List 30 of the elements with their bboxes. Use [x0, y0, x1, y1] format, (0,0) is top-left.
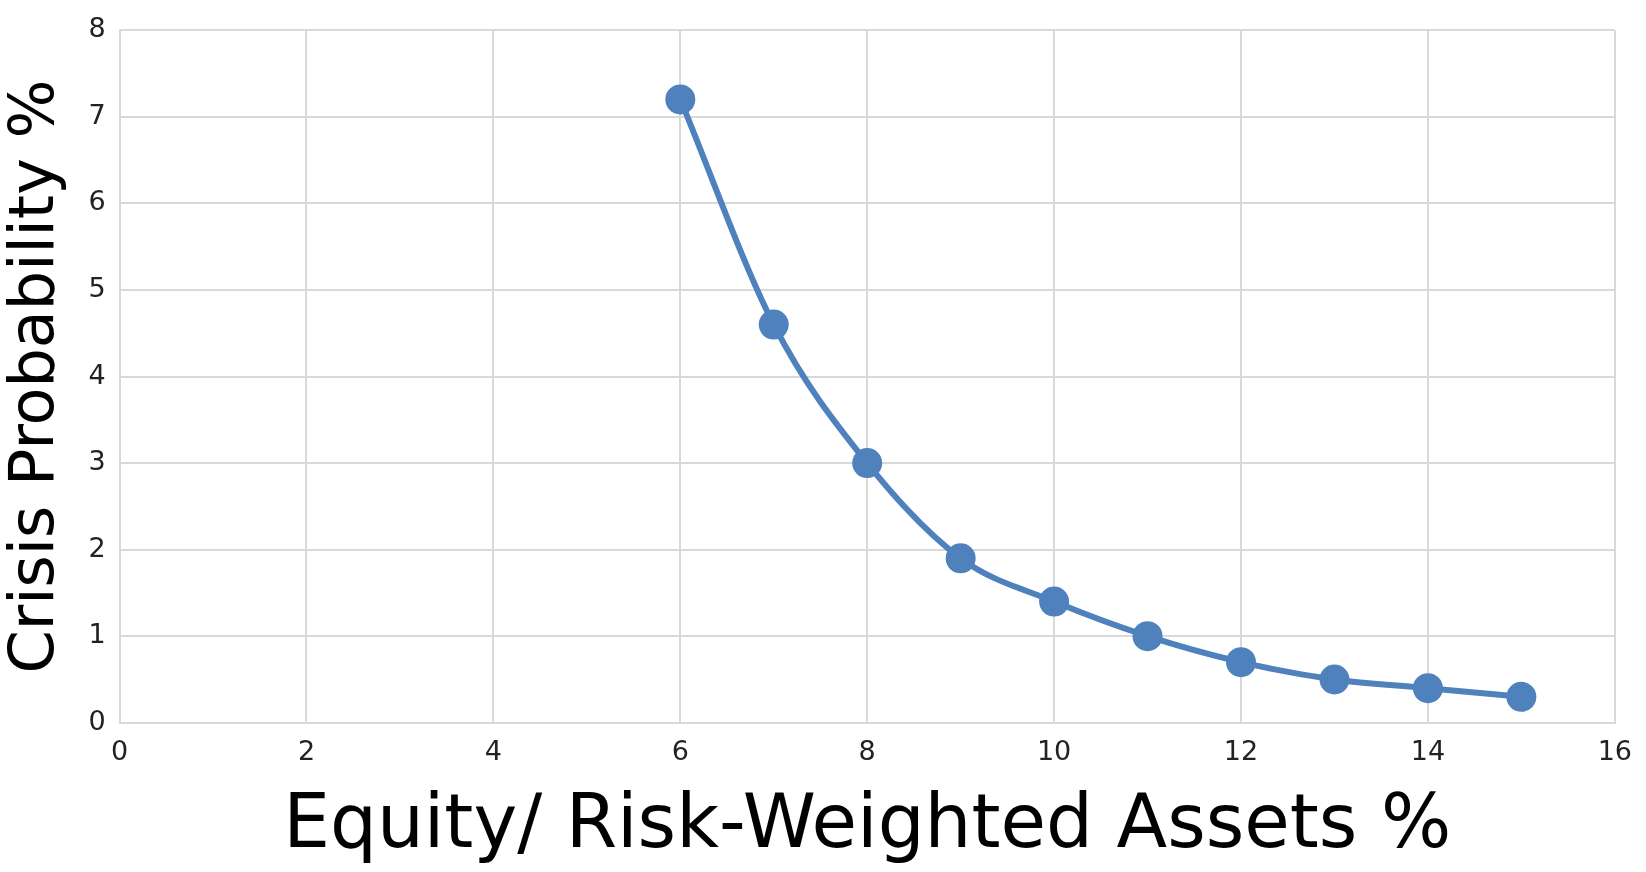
x-tick-label: 8 [858, 735, 876, 767]
x-tick-label: 6 [671, 735, 689, 767]
point [1039, 586, 1070, 617]
point [1319, 664, 1350, 695]
y-axis-title: Crisis Probability % [0, 79, 69, 674]
point [665, 84, 696, 115]
y-tick-label: 6 [88, 185, 106, 217]
point [1132, 621, 1163, 652]
y-tick-label: 0 [88, 704, 106, 736]
x-tick-label: 0 [110, 735, 129, 767]
x-tick-label: 12 [1223, 735, 1259, 767]
y-tick-label: 1 [88, 618, 106, 650]
y-tick-label: 5 [88, 271, 106, 303]
x-tick-label: 16 [1597, 735, 1632, 767]
y-tick-label: 8 [88, 12, 106, 44]
x-tick-label: 14 [1410, 735, 1446, 767]
point [1412, 673, 1443, 704]
x-axis-title: Equity/ Risk-Weighted Assets % [283, 777, 1452, 864]
y-tick-label: 3 [88, 445, 106, 477]
x-tick-label: 4 [484, 735, 502, 767]
point [945, 543, 976, 574]
y-tick-label: 7 [88, 98, 106, 130]
point [1506, 681, 1537, 712]
point [852, 448, 883, 479]
point [1226, 647, 1257, 678]
y-tick-label: 2 [88, 531, 106, 563]
point [758, 309, 789, 340]
x-tick-label: 10 [1036, 735, 1072, 767]
y-tick-label: 4 [88, 358, 106, 390]
x-tick-label: 2 [297, 735, 316, 767]
